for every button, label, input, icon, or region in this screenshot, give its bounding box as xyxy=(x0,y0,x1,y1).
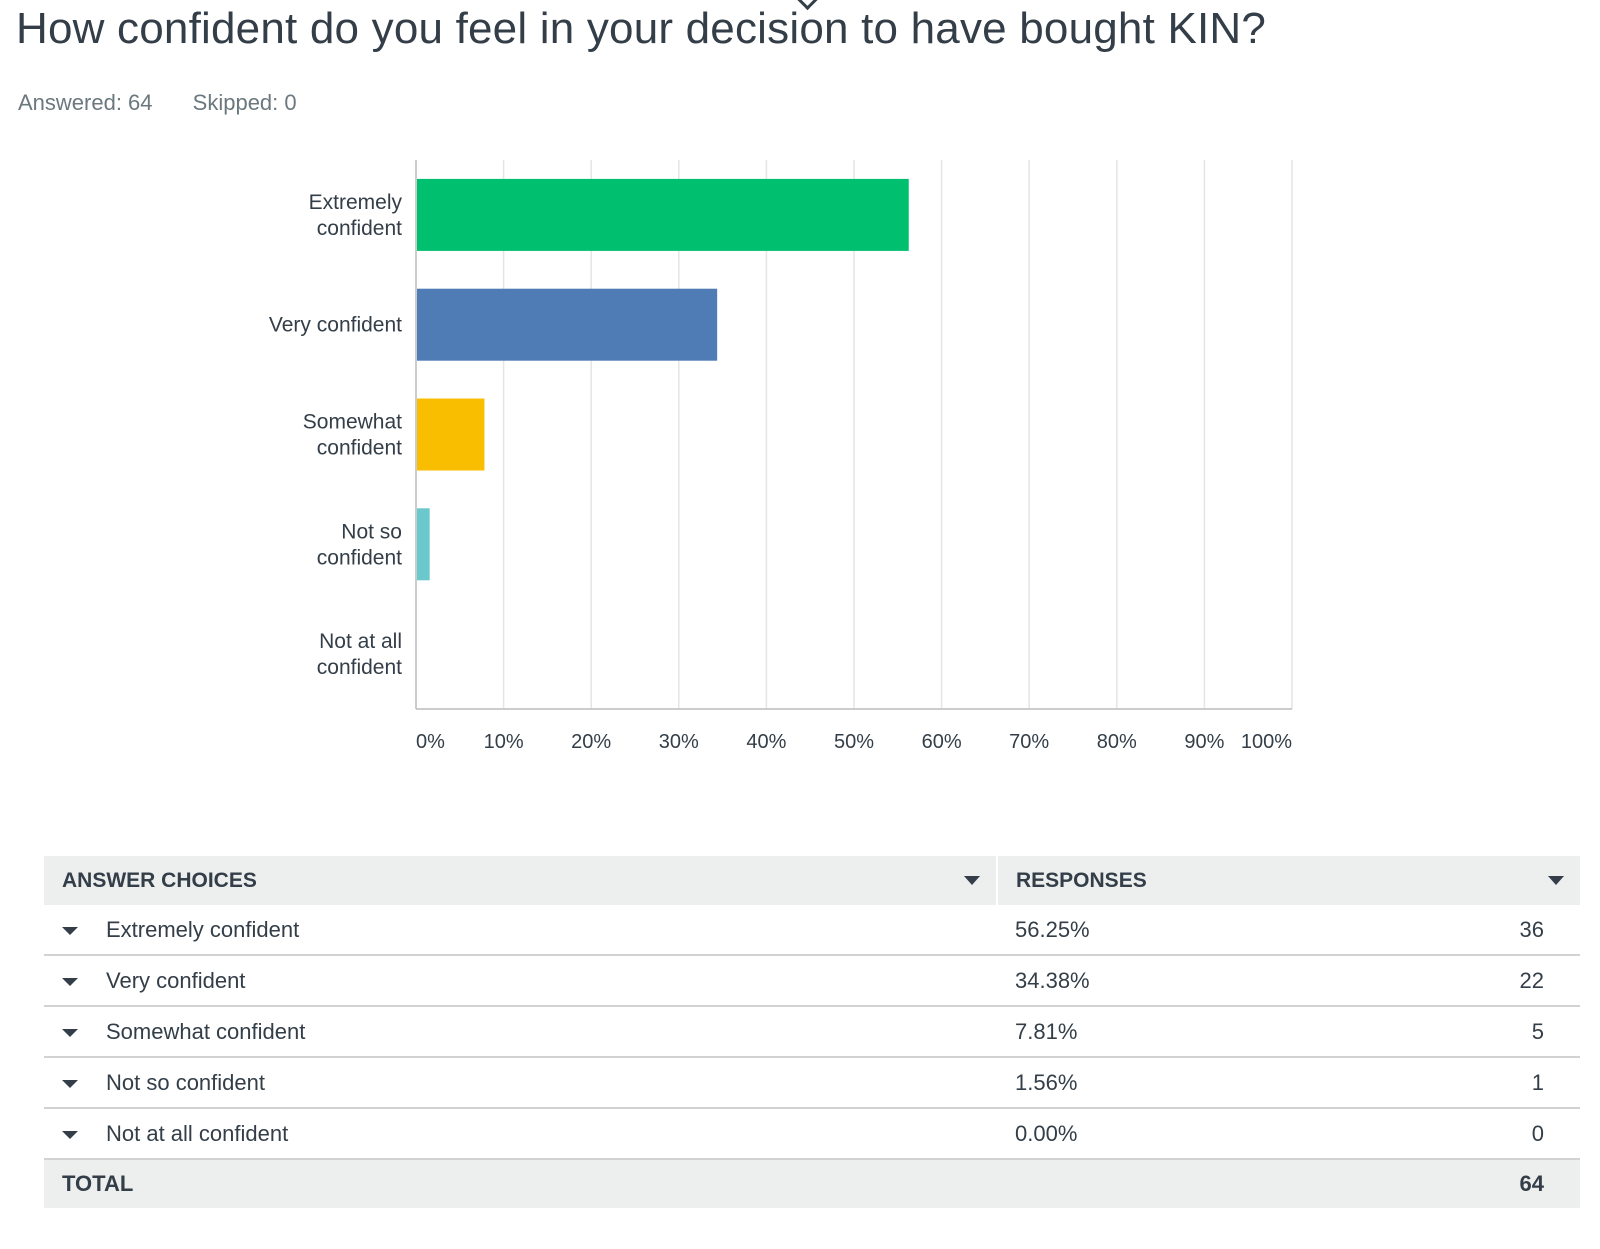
choice-label: Somewhat confident xyxy=(106,1018,306,1044)
choice-label: Extremely confident xyxy=(106,916,300,942)
x-tick-label: 20% xyxy=(571,731,611,753)
answer-choices-header-label: ANSWER CHOICES xyxy=(62,868,257,892)
table-row: Somewhat confident 7.81% 5 xyxy=(44,1006,1580,1058)
response-summary: Answered: 64 Skipped: 0 xyxy=(18,90,331,116)
response-count: 22 xyxy=(1349,955,1580,1007)
category-label: Very confident xyxy=(269,314,402,337)
category-label: Not at all confident xyxy=(317,630,402,679)
x-tick-label: 80% xyxy=(1097,731,1137,753)
answered-count: Answered: 64 xyxy=(18,90,153,115)
x-tick-label: 30% xyxy=(659,731,699,753)
x-tick-label: 90% xyxy=(1184,731,1224,753)
response-percent: 1.56% xyxy=(997,1057,1350,1109)
expand-row-icon[interactable] xyxy=(62,977,78,986)
choice-label: Very confident xyxy=(106,967,246,993)
choice-label: Not at all confident xyxy=(106,1120,289,1146)
response-percent: 7.81% xyxy=(997,1006,1350,1058)
table-row: Not so confident 1.56% 1 xyxy=(44,1057,1580,1109)
responses-header-label: RESPONSES xyxy=(1016,868,1147,892)
bar xyxy=(417,398,485,471)
total-count: 64 xyxy=(1349,1159,1580,1208)
x-tick-label: 70% xyxy=(1009,731,1049,753)
x-tick-label: 40% xyxy=(746,731,786,753)
table-row: Extremely confident 56.25% 36 xyxy=(44,905,1580,956)
skipped-count: Skipped: 0 xyxy=(192,90,297,115)
response-percent: 0.00% xyxy=(997,1108,1350,1160)
choice-label: Not so confident xyxy=(106,1069,265,1095)
expand-row-icon[interactable] xyxy=(62,1028,78,1037)
x-tick-label: 100% xyxy=(1241,731,1292,753)
bar xyxy=(417,288,718,361)
table-row: Not at all confident 0.00% 0 xyxy=(44,1108,1580,1160)
category-label: Not so confident xyxy=(317,520,402,569)
x-tick-label: 50% xyxy=(834,731,874,753)
sort-icon[interactable] xyxy=(1548,876,1564,885)
x-tick-label: 10% xyxy=(484,731,524,753)
question-title: How confident do you feel in your decisi… xyxy=(16,4,1267,53)
table-row: Very confident 34.38% 22 xyxy=(44,955,1580,1007)
category-label: Somewhat confident xyxy=(303,411,402,460)
bar xyxy=(417,178,909,251)
bar-chart: Extremely confident Very confident Somewhat… xyxy=(269,160,1293,753)
category-label: Extremely confident xyxy=(309,191,403,240)
response-count: 1 xyxy=(1349,1057,1580,1109)
response-count: 36 xyxy=(1349,905,1580,956)
answer-choices-header[interactable]: ANSWER CHOICES xyxy=(44,856,997,905)
total-label: TOTAL xyxy=(44,1159,997,1208)
expand-row-icon[interactable] xyxy=(62,1130,78,1139)
expand-row-icon[interactable] xyxy=(62,1079,78,1088)
response-count: 5 xyxy=(1349,1006,1580,1058)
responses-header[interactable]: RESPONSES xyxy=(996,856,1580,905)
response-percent: 34.38% xyxy=(997,955,1350,1007)
results-table: ANSWER CHOICES RESPONSES Extremely confi… xyxy=(44,856,1580,1208)
x-tick-label: 60% xyxy=(922,731,962,753)
bar xyxy=(417,508,430,581)
expand-row-icon[interactable] xyxy=(62,926,78,935)
x-tick-label: 0% xyxy=(416,731,445,753)
response-percent: 56.25% xyxy=(997,905,1350,956)
total-row: TOTAL 64 xyxy=(44,1159,1580,1208)
response-count: 0 xyxy=(1349,1108,1580,1160)
sort-icon[interactable] xyxy=(964,876,980,885)
